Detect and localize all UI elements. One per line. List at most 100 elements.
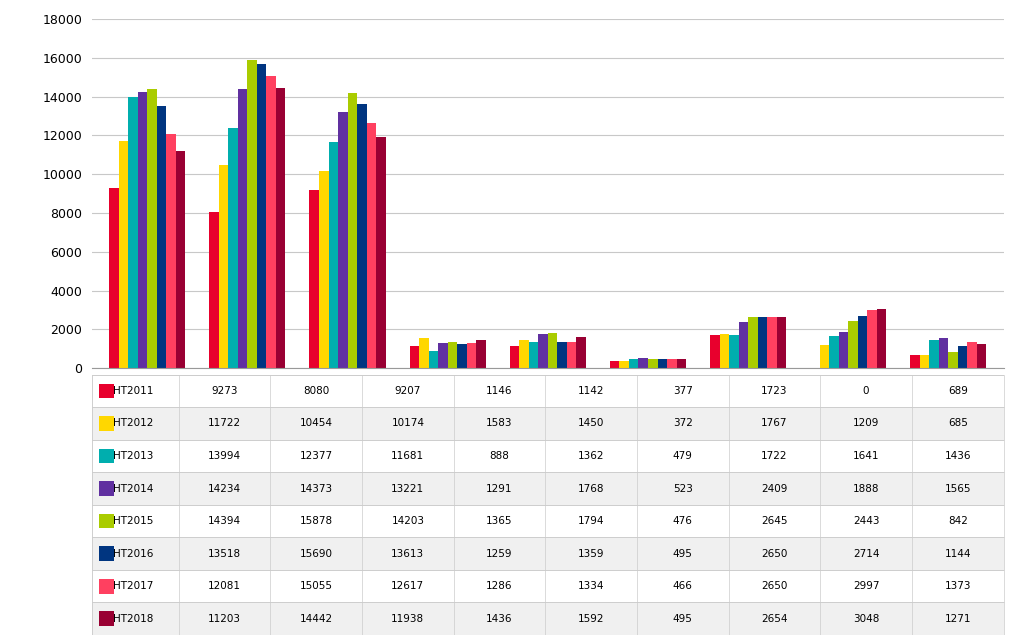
Bar: [749, 317, 758, 368]
Bar: [166, 134, 176, 368]
Bar: [548, 333, 557, 368]
Text: 2645: 2645: [761, 516, 787, 526]
Bar: [419, 338, 429, 368]
Text: 14373: 14373: [300, 484, 333, 493]
Text: 1334: 1334: [578, 581, 604, 591]
Bar: [968, 342, 977, 368]
Text: 15055: 15055: [300, 581, 333, 591]
Text: 1144: 1144: [944, 549, 971, 559]
Bar: [519, 340, 528, 368]
Text: 0: 0: [863, 386, 869, 396]
Text: 1592: 1592: [578, 614, 604, 624]
Bar: [910, 355, 920, 368]
Text: HT2017: HT2017: [113, 581, 154, 591]
Bar: [948, 352, 957, 368]
Text: 1271: 1271: [944, 614, 971, 624]
Bar: [429, 351, 438, 368]
Bar: [639, 358, 648, 368]
Bar: [176, 151, 185, 368]
Text: 479: 479: [673, 451, 692, 461]
Text: 2650: 2650: [761, 581, 787, 591]
Text: 9207: 9207: [394, 386, 421, 396]
Text: 1583: 1583: [486, 418, 513, 429]
Text: 8080: 8080: [303, 386, 330, 396]
Text: 15690: 15690: [300, 549, 333, 559]
Bar: [347, 93, 357, 368]
Bar: [92, 375, 1004, 407]
Bar: [657, 359, 667, 368]
Bar: [939, 338, 948, 368]
Bar: [329, 142, 338, 368]
Bar: [147, 89, 157, 368]
Bar: [758, 317, 767, 368]
Bar: [98, 546, 114, 561]
Text: 523: 523: [673, 484, 692, 493]
Bar: [920, 355, 930, 368]
Bar: [228, 128, 238, 368]
Bar: [557, 342, 567, 368]
Bar: [438, 344, 447, 368]
Bar: [209, 211, 219, 368]
Text: 2409: 2409: [761, 484, 787, 493]
Bar: [92, 407, 1004, 439]
Text: 888: 888: [489, 451, 509, 461]
Bar: [829, 337, 839, 368]
Bar: [729, 335, 738, 368]
Bar: [319, 171, 329, 368]
Bar: [98, 579, 114, 594]
Text: 1794: 1794: [578, 516, 604, 526]
Bar: [977, 344, 986, 368]
Bar: [738, 321, 749, 368]
Text: 1436: 1436: [486, 614, 513, 624]
Text: 466: 466: [673, 581, 692, 591]
Bar: [137, 92, 147, 368]
Text: HT2014: HT2014: [113, 484, 154, 493]
Bar: [119, 141, 128, 368]
Text: 2650: 2650: [761, 549, 787, 559]
Bar: [248, 60, 257, 368]
Text: HT2011: HT2011: [113, 386, 154, 396]
Text: 1450: 1450: [578, 418, 604, 429]
Bar: [767, 317, 776, 368]
Text: 12617: 12617: [391, 581, 424, 591]
Bar: [98, 416, 114, 431]
Text: 11938: 11938: [391, 614, 424, 624]
Bar: [376, 137, 386, 368]
Bar: [839, 331, 848, 368]
Text: 1373: 1373: [944, 581, 971, 591]
Text: 11722: 11722: [208, 418, 241, 429]
Bar: [338, 112, 347, 368]
Bar: [957, 346, 968, 368]
Bar: [677, 359, 686, 368]
Bar: [848, 321, 858, 368]
Text: 1767: 1767: [761, 418, 787, 429]
Bar: [567, 342, 577, 368]
Bar: [577, 337, 586, 368]
Bar: [92, 570, 1004, 603]
Text: 2997: 2997: [853, 581, 880, 591]
Text: 11203: 11203: [208, 614, 241, 624]
Text: 1365: 1365: [486, 516, 513, 526]
Text: 1291: 1291: [486, 484, 513, 493]
Text: HT2015: HT2015: [113, 516, 154, 526]
Text: 1436: 1436: [944, 451, 971, 461]
Text: 372: 372: [673, 418, 692, 429]
Bar: [357, 104, 367, 368]
Text: 2654: 2654: [761, 614, 787, 624]
Text: 14203: 14203: [391, 516, 424, 526]
Text: HT2012: HT2012: [113, 418, 154, 429]
Text: 13994: 13994: [208, 451, 241, 461]
Bar: [867, 310, 877, 368]
Text: 1565: 1565: [944, 484, 971, 493]
Text: HT2016: HT2016: [113, 549, 154, 559]
Bar: [820, 345, 829, 368]
Bar: [266, 76, 275, 368]
Bar: [98, 384, 114, 398]
Text: 1888: 1888: [853, 484, 880, 493]
Text: 12081: 12081: [208, 581, 241, 591]
Bar: [219, 166, 228, 368]
Text: 1146: 1146: [486, 386, 513, 396]
Text: 495: 495: [673, 614, 692, 624]
Bar: [309, 190, 319, 368]
Bar: [275, 88, 286, 368]
